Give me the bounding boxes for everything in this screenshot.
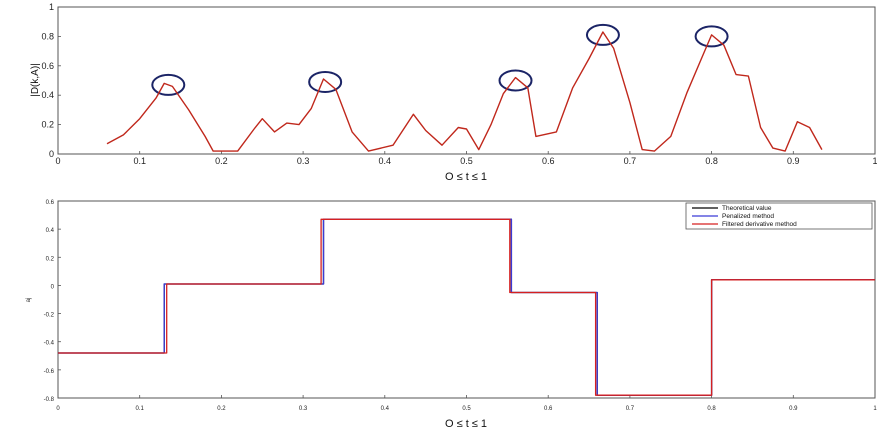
top-y-axis-label: |D(k,A)| xyxy=(30,63,41,97)
bottom-x-axis-label: O ≤ t ≤ 1 xyxy=(445,418,487,430)
series-line-penalized-method xyxy=(58,218,875,396)
y-tick-label: -0.4 xyxy=(44,341,55,347)
y-tick-label: 0 xyxy=(49,149,54,159)
peak-circle-marker xyxy=(498,69,533,92)
legend-label-filtered: Filtered derivative method xyxy=(722,221,797,228)
x-tick-label: 0.6 xyxy=(544,406,553,412)
x-tick-label: 0 xyxy=(56,406,60,412)
legend: Theoretical value Penalized method Filte… xyxy=(685,202,873,230)
y-tick-label: 0.8 xyxy=(41,31,54,41)
y-tick-label: 0.4 xyxy=(46,228,55,234)
x-tick-label: 0.9 xyxy=(789,406,798,412)
series-line-filtered-derivative-method xyxy=(58,218,875,396)
x-tick-label: 0.1 xyxy=(136,406,145,412)
x-tick-label: 0.3 xyxy=(297,156,310,166)
y-tick-label: 0.6 xyxy=(41,61,54,71)
x-tick-label: 0.6 xyxy=(542,156,555,166)
y-tick-label: -0.8 xyxy=(44,397,55,403)
x-tick-label: 1 xyxy=(872,156,877,166)
peak-circle-marker xyxy=(694,25,729,48)
peak-circle-marker xyxy=(308,70,343,93)
bottom-panel: 0 0.1 0.2 0.3 0.4 0.5 0.6 0.7 0.8 0.9 1 -0.8 -0.6 -0.… xyxy=(26,200,877,430)
y-tick-label: 0 xyxy=(51,284,55,290)
x-tick-label: 0.3 xyxy=(299,406,308,412)
x-tick-label: 1 xyxy=(873,406,877,412)
y-tick-label: 0.6 xyxy=(46,200,55,206)
y-tick-label: 0.2 xyxy=(46,256,55,262)
x-tick-label: 0.8 xyxy=(705,156,718,166)
y-tick-label: 1 xyxy=(49,2,54,12)
top-x-axis-label: O ≤ t ≤ 1 xyxy=(445,171,487,183)
x-tick-label: 0 xyxy=(55,156,60,166)
x-tick-label: 0.5 xyxy=(460,156,473,166)
x-tick-label: 0.4 xyxy=(381,406,390,412)
x-tick-label: 0.8 xyxy=(707,406,716,412)
bottom-plot-frame xyxy=(57,200,876,399)
x-tick-label: 0.5 xyxy=(462,406,471,412)
x-tick-label: 0.2 xyxy=(217,406,226,412)
x-tick-label: 0.4 xyxy=(379,156,392,166)
x-tick-label: 0.7 xyxy=(624,156,637,166)
x-tick-label: 0.7 xyxy=(626,406,635,412)
legend-label-penalized: Penalized method xyxy=(722,213,774,220)
legend-label-theoretical: Theoretical value xyxy=(722,205,772,212)
series-line-0-0 xyxy=(106,31,823,152)
peak-circle-marker xyxy=(585,23,620,46)
x-tick-label: 0.2 xyxy=(215,156,228,166)
series-line-theoretical-value xyxy=(58,218,875,396)
y-tick-label: 0.2 xyxy=(41,120,54,130)
bottom-y-axis-label: aj xyxy=(26,298,32,303)
y-tick-label: -0.2 xyxy=(44,313,55,319)
top-panel: 0 0.1 0.2 0.3 0.4 0.5 0.6 0.7 0.8 0.9 1 0 0.2 0.4 0.6 0… xyxy=(30,2,877,183)
y-tick-label: -0.6 xyxy=(44,369,55,375)
peak-circle-marker xyxy=(151,73,186,96)
x-tick-label: 0.1 xyxy=(133,156,146,166)
y-tick-label: 0.4 xyxy=(41,90,54,100)
top-plot-frame xyxy=(57,6,876,155)
x-tick-label: 0.9 xyxy=(787,156,800,166)
